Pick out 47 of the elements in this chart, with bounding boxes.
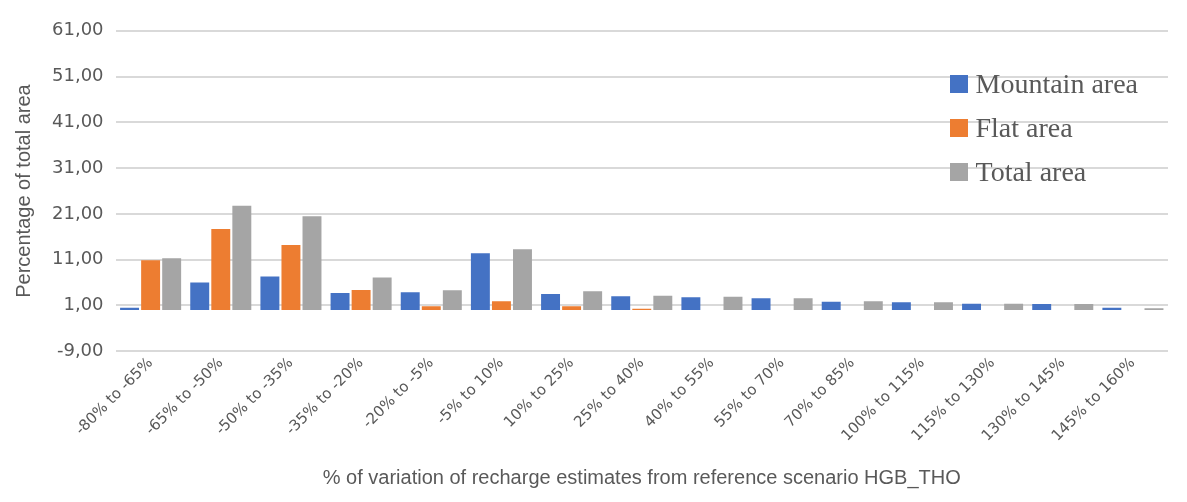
bar <box>302 216 322 311</box>
bar <box>891 302 911 311</box>
bar <box>260 276 280 311</box>
bar <box>190 282 210 311</box>
bar <box>141 260 161 311</box>
y-tick-label: 1,00 <box>63 293 104 315</box>
bar <box>541 294 561 311</box>
bar <box>400 292 420 311</box>
bar <box>821 301 841 311</box>
bar <box>863 301 883 311</box>
y-tick-label: 51,00 <box>52 64 104 86</box>
bar <box>723 296 743 311</box>
bar <box>351 289 371 311</box>
legend-label: Flat area <box>975 112 1073 144</box>
bar <box>583 291 603 311</box>
bar <box>793 298 813 311</box>
bar <box>1074 304 1094 311</box>
bar <box>491 301 511 311</box>
y-tick-label: 41,00 <box>52 110 104 132</box>
x-axis-title: % of variation of recharge estimates from reference scenario HGB_THO <box>322 465 961 489</box>
bar <box>281 245 301 311</box>
bar <box>330 293 350 311</box>
legend-label: Mountain area <box>975 68 1138 100</box>
bar <box>934 302 953 311</box>
bar <box>162 258 182 311</box>
bar <box>442 290 462 311</box>
y-tick-label: -9,00 <box>56 338 104 360</box>
bar <box>1004 303 1024 311</box>
bar <box>470 253 490 311</box>
bar <box>232 205 252 311</box>
bar <box>962 303 982 311</box>
bar <box>653 295 673 311</box>
bar <box>372 277 392 311</box>
y-tick-label: 21,00 <box>52 201 104 223</box>
bar <box>211 229 231 311</box>
bar <box>421 306 441 311</box>
bar <box>513 249 532 311</box>
y-tick-label: 31,00 <box>52 155 104 177</box>
bar <box>611 296 631 311</box>
y-axis-title: Percentage of total area <box>11 83 34 298</box>
bar <box>562 306 582 311</box>
y-tick-label: 11,00 <box>52 247 104 269</box>
legend-label: Total area <box>975 156 1087 188</box>
bar <box>1032 304 1052 311</box>
bar <box>681 297 701 311</box>
bar <box>751 298 771 311</box>
y-tick-label: 61,00 <box>52 18 104 40</box>
